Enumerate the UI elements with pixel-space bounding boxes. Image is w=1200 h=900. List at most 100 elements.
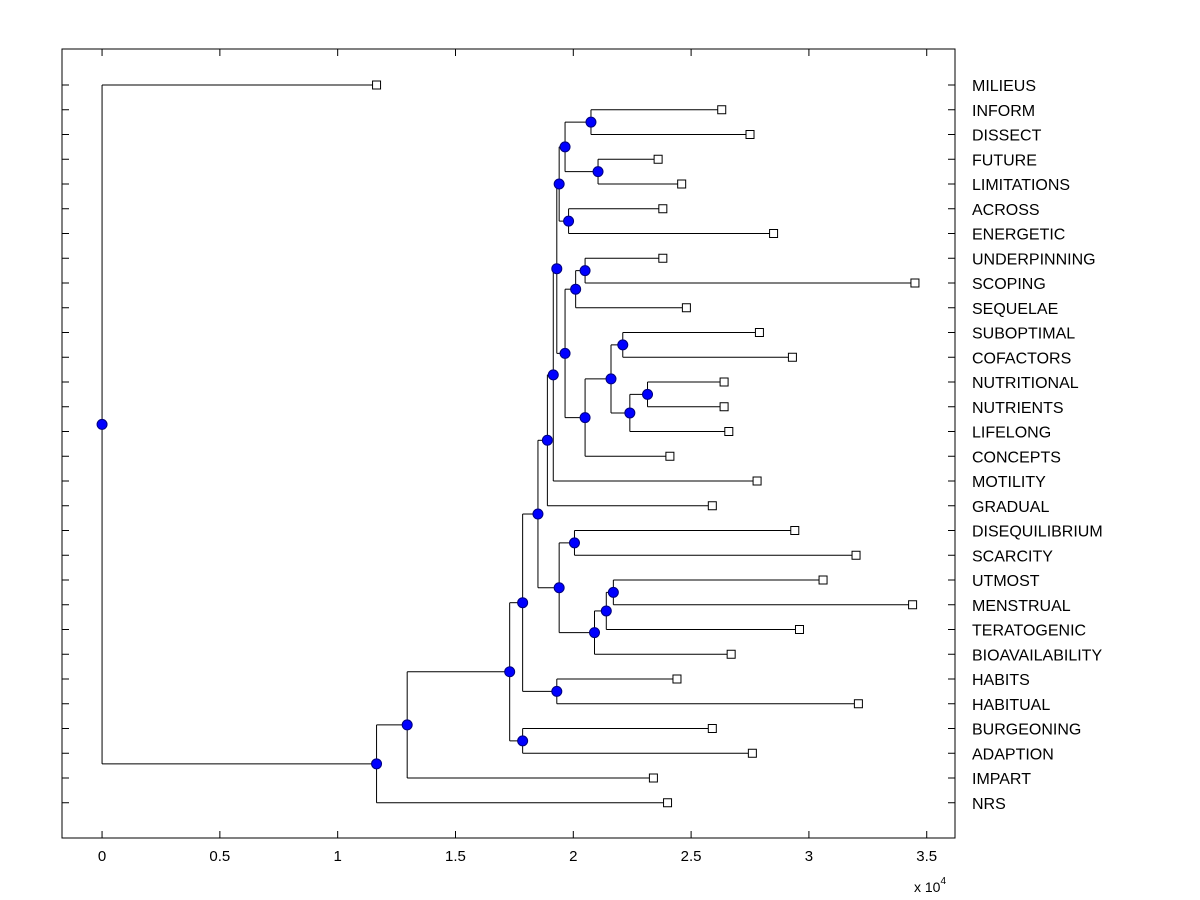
leaf-marker (818, 575, 828, 585)
x-multiplier-label: x 104 (914, 876, 946, 895)
leaf-label: COFACTORS (972, 350, 1071, 367)
leaf-marker (672, 674, 682, 684)
leaf-marker (677, 179, 687, 189)
leaf-marker (726, 649, 736, 659)
x-tick-label: 2 (569, 848, 577, 865)
leaf-label: BIOAVAILABILITY (972, 647, 1102, 664)
leaf-label: NUTRIENTS (972, 400, 1064, 417)
leaf-marker (648, 773, 658, 783)
merge-node (579, 412, 591, 424)
x-tick-label: 0 (98, 848, 106, 865)
merge-node (551, 685, 563, 697)
y-tick-marks (62, 84, 955, 804)
leaf-labels: MILIEUS INFORM DISSECT FUTURE LIMITATIONS ACR… (972, 78, 1103, 813)
leaf-marker (787, 352, 797, 362)
leaf-label: MOTILITY (972, 474, 1046, 491)
leaf-label: ENERGETIC (972, 227, 1065, 244)
leaf-label: SCARCITY (972, 548, 1053, 565)
merge-node (624, 407, 636, 419)
leaf-label: NUTRITIONAL (972, 375, 1079, 392)
leaf-label: ACROSS (972, 202, 1040, 219)
plot-area-frame (61, 48, 956, 839)
merge-node (617, 339, 629, 351)
merge-node (563, 215, 575, 227)
leaf-marker (908, 600, 918, 610)
leaf-marker (653, 154, 663, 164)
leaf-markers (372, 80, 920, 808)
merge-node (517, 597, 529, 609)
leaf-marker (745, 130, 755, 139)
merge-node (568, 537, 580, 549)
merge-node (592, 166, 604, 178)
x-tick-label: 0.5 (209, 848, 230, 865)
merge-node (579, 265, 591, 277)
x-multiplier-base: x 10 (914, 879, 941, 895)
leaf-label: BURGEONING (972, 722, 1081, 739)
leaf-marker (851, 550, 861, 560)
leaf-marker (769, 229, 779, 238)
leaf-label: GRADUAL (972, 499, 1049, 516)
merge-node (96, 418, 108, 430)
leaf-marker (681, 303, 691, 313)
leaf-marker (747, 748, 757, 758)
leaf-label: LIFELONG (972, 425, 1051, 442)
x-tick-label: 3 (805, 848, 813, 865)
merge-node (553, 582, 565, 594)
leaf-label: SCOPING (972, 276, 1046, 293)
leaf-label: HABITS (972, 672, 1030, 689)
leaf-label: CONCEPTS (972, 449, 1061, 466)
leaf-label: DISSECT (972, 128, 1042, 145)
merge-node (559, 347, 571, 359)
leaf-marker (910, 278, 920, 288)
merge-node (589, 627, 601, 639)
leaf-marker (658, 204, 668, 214)
merge-node (401, 719, 413, 731)
merge-node (547, 369, 559, 381)
leaf-label: FUTURE (972, 152, 1037, 169)
leaf-label: SEQUELAE (972, 301, 1058, 318)
leaf-label: UNDERPINNING (972, 251, 1096, 268)
leaf-label: ADAPTION (972, 746, 1054, 763)
leaf-marker (372, 80, 382, 90)
leaf-label: MILIEUS (972, 78, 1036, 95)
merge-node (532, 508, 544, 520)
merge-node (600, 605, 612, 617)
leaf-marker (719, 402, 729, 412)
leaf-marker (719, 377, 729, 387)
leaf-marker (790, 526, 800, 535)
leaf-label: UTMOST (972, 573, 1040, 590)
x-tick-label: 3.5 (916, 848, 937, 865)
merge-node (607, 586, 619, 598)
leaf-label: SUBOPTIMAL (972, 326, 1075, 343)
merge-node (504, 666, 516, 678)
leaf-label: LIMITATIONS (972, 177, 1070, 194)
merge-node (371, 758, 383, 770)
leaf-marker (853, 699, 863, 709)
leaf-marker (754, 328, 764, 337)
x-multiplier-exponent: 4 (940, 876, 946, 887)
leaf-marker (724, 427, 734, 436)
merge-node (585, 116, 597, 128)
merge-nodes (96, 116, 654, 770)
leaf-label: DISEQUILIBRIUM (972, 524, 1103, 541)
leaf-label: INFORM (972, 103, 1035, 120)
merge-node (541, 434, 553, 446)
merge-node (570, 283, 582, 295)
leaf-marker (752, 476, 762, 486)
leaf-label: NRS (972, 796, 1006, 813)
merge-node (517, 735, 529, 747)
leaf-marker (717, 105, 727, 115)
leaf-label: HABITUAL (972, 697, 1050, 714)
merge-node (553, 178, 565, 190)
leaf-marker (658, 253, 668, 263)
leaf-marker (794, 625, 804, 634)
leaf-label: MENSTRUAL (972, 598, 1071, 615)
merge-node (642, 388, 654, 400)
x-axis: 0 0.5 1 1.5 2 2.5 3 3.5 (98, 49, 937, 865)
leaf-marker (663, 798, 673, 808)
leaf-marker (707, 724, 717, 733)
x-tick-label: 1 (334, 848, 342, 865)
x-tick-label: 1.5 (445, 848, 466, 865)
leaf-marker (665, 451, 675, 461)
